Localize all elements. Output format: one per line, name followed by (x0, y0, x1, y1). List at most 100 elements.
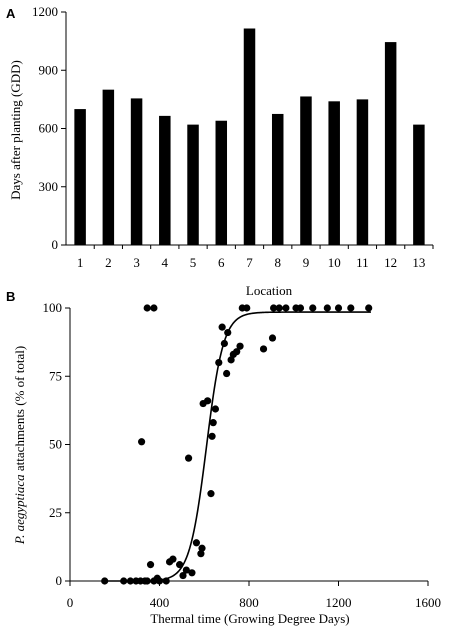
panel-b-data-point (233, 348, 241, 356)
panel-b-data-point (188, 569, 196, 577)
panel-a-bar (328, 101, 340, 245)
panel-a-x-tick-labels: 1 2 3 4 5 6 7 8 9 10 11 12 13 (77, 255, 426, 270)
panel-b-x-tick-label: 0 (67, 595, 74, 610)
panel-b-data-point (192, 539, 201, 547)
panel-b-data-point (224, 328, 232, 337)
panel-a-x-tick-label: 4 (162, 255, 169, 270)
panel-b-data-point (365, 304, 373, 312)
panel-b-x-axis-title: Thermal time (Growing Degree Days) (150, 611, 349, 626)
panel-a-x-tick-label: 1 (77, 255, 84, 270)
panel-b-data-point (120, 577, 128, 585)
panel-b-data-point (126, 577, 135, 585)
panel-a-bar (159, 115, 171, 245)
panel-b-y-tick-label: 50 (49, 437, 62, 452)
panel-a-bar (187, 124, 199, 245)
panel-b-data-point (223, 369, 231, 378)
panel-b-y-tick-labels: 0 25 50 75 100 (43, 300, 63, 588)
panel-a-bar (384, 42, 397, 246)
panel-b-data-point (198, 544, 206, 552)
panel-a-x-tick-label: 11 (356, 255, 369, 270)
panel-a-x-tick-label: 12 (384, 255, 397, 270)
panel-b-points (101, 304, 373, 585)
panel-a-x-tick-label: 2 (105, 255, 112, 270)
panel-a-x-tick-label: 7 (246, 255, 253, 270)
panel-b-data-point (197, 550, 205, 558)
panel-b-data-point (143, 304, 151, 312)
panel-b-data-point (218, 323, 226, 331)
panel-a-bars (74, 28, 425, 246)
panel-a-bar (215, 120, 228, 245)
panel-b-data-point (270, 304, 278, 312)
panel-a-bar (243, 28, 256, 245)
panel-b-data-point (209, 419, 217, 427)
panel-b-data-point (204, 397, 212, 405)
panel-a-y-tick-label: 1200 (32, 4, 58, 19)
panel-b-axes (65, 307, 429, 586)
panel-b-data-point (101, 577, 109, 585)
panel-a-bar (300, 96, 312, 246)
panel-a-y-tick-labels: 0 300 600 900 1200 (32, 4, 58, 252)
panel-a-bar (74, 109, 86, 245)
panel-a-x-tick-label: 8 (274, 255, 281, 270)
panel-a-bar (102, 89, 115, 246)
panel-b-data-point (347, 304, 355, 312)
panel-b-data-point (184, 454, 193, 462)
panel-b-data-point (169, 555, 177, 563)
panel-b-data-point (334, 304, 343, 312)
panel-a-bar (413, 124, 425, 245)
panel-b-data-point (259, 345, 268, 353)
panel-a-y-tick-label: 300 (39, 179, 59, 194)
panel-b-data-point (227, 356, 235, 364)
panel-b-data-point (296, 304, 305, 312)
panel-b-data-point (143, 577, 151, 585)
panel-a-bar (271, 113, 284, 245)
panel-b-data-point (243, 304, 251, 312)
panel-b-data-point (236, 342, 244, 350)
panel-a-bar (356, 99, 369, 245)
panel-b-data-point (138, 438, 146, 446)
panel-b-data-point (153, 574, 161, 582)
panel-b-data-point (275, 304, 283, 312)
panel-a-x-axis-title: Location (246, 283, 293, 298)
panel-b-data-point (208, 432, 216, 440)
panel-a-y-tick-label: 600 (39, 121, 59, 136)
panel-b-data-point (207, 490, 215, 498)
panel-b-data-point (150, 304, 158, 312)
panel-a-x-tick-label: 3 (133, 255, 140, 270)
panel-b-data-point (211, 405, 220, 413)
panel-a-y-axis-title: Days after planting (GDD) (8, 60, 23, 200)
panel-a-x-tick-label: 5 (190, 255, 197, 270)
panel-b-x-tick-label: 1200 (326, 595, 352, 610)
panel-b-data-point (179, 571, 187, 580)
panel-a-x-tick-label: 13 (412, 255, 425, 270)
panel-a-bar (130, 98, 143, 245)
panel-b-data-point (268, 334, 277, 342)
panel-a-x-tick-label: 6 (218, 255, 225, 270)
panel-b-x-tick-label: 400 (150, 595, 170, 610)
panel-b-label: B (6, 289, 15, 304)
panel-b-data-point (176, 561, 184, 569)
panel-b-x-tick-label: 800 (239, 595, 259, 610)
panel-b-y-tick-label: 25 (49, 505, 62, 520)
panel-b-data-point (162, 577, 170, 585)
panel-b-y-tick-label: 75 (49, 368, 62, 383)
panel-a-y-tick-label: 900 (39, 62, 59, 77)
panel-b-y-axis-title-species: P. aegyptiaca (12, 474, 27, 545)
panel-b-scatter-chart: B P. aegyptiaca attachments (% of total)… (6, 289, 441, 626)
panel-a-x-tick-label: 9 (303, 255, 310, 270)
panel-b-data-point (309, 304, 317, 312)
panel-b-x-tick-label: 1600 (415, 595, 441, 610)
panel-b-data-point (323, 304, 331, 312)
panel-b-x-tick-labels: 0 400 800 1200 1600 (67, 595, 441, 610)
panel-b-data-point (220, 339, 228, 348)
panel-b-y-tick-label: 0 (56, 573, 63, 588)
panel-b-data-point (282, 304, 290, 312)
panel-b-data-point (146, 561, 155, 569)
panel-a-label: A (6, 6, 16, 21)
panel-a-x-tick-label: 10 (328, 255, 341, 270)
panel-b-y-tick-label: 100 (43, 300, 63, 315)
panel-a-axes (61, 11, 434, 249)
panel-a-y-tick-label: 0 (52, 237, 59, 252)
